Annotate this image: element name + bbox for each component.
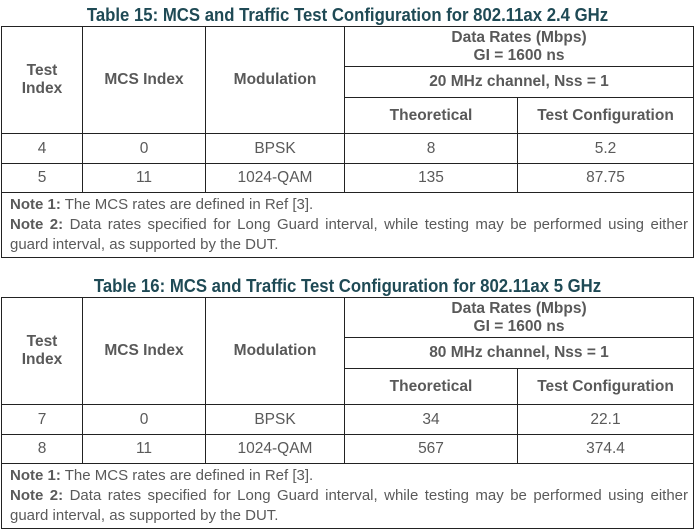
note-label: Note 2: — [10, 216, 64, 233]
header-mcs-index: MCS Index — [82, 26, 206, 134]
header-label: Data Rates (Mbps) — [451, 299, 587, 317]
note: Note 1: The MCS rates are defined in Ref… — [10, 466, 688, 486]
header-test-configuration: Test Configuration — [517, 368, 694, 405]
header-row: 80 MHz channel, Nss = 1 — [2, 337, 694, 369]
note-label: Note 1: — [10, 196, 61, 213]
cell-mcs-index: 0 — [82, 404, 206, 435]
data-table: Test Index MCS Index Modulation Data Rates … — [1, 26, 694, 258]
cell-modulation: 1024-QAM — [205, 434, 345, 464]
header-label: Data Rates (Mbps) — [451, 28, 587, 46]
header-row: 20 MHz channel, Nss = 1 — [2, 66, 694, 98]
table-row: 7 0 BPSK 34 22.1 — [1, 404, 694, 435]
header-label: MCS Index — [104, 342, 184, 359]
header-modulation: Modulation — [205, 297, 345, 405]
header-label: 80 MHz channel, Nss = 1 — [429, 344, 609, 361]
table-block: Table 16: MCS and Traffic Test Configura… — [0, 275, 695, 529]
cell-test-configuration: 22.1 — [517, 404, 694, 435]
header-label: Modulation — [233, 342, 317, 359]
cell-test-index: 5 — [1, 163, 83, 193]
table-block: Table 15: MCS and Traffic Test Configura… — [0, 4, 695, 258]
header-modulation: Modulation — [205, 26, 345, 134]
header-gi: GI = 1600 ns — [473, 317, 565, 335]
notes-cell: Note 1: The MCS rates are defined in Ref… — [1, 192, 694, 258]
header-row: Theoretical Test Configuration — [2, 97, 694, 134]
note-label: Note 1: — [10, 467, 61, 484]
notes-cell: Note 1: The MCS rates are defined in Ref… — [1, 463, 694, 529]
header-mcs-index: MCS Index — [82, 297, 206, 405]
note-text: The MCS rates are defined in Ref [3]. — [60, 467, 314, 484]
notes-row: Note 1: The MCS rates are defined in Ref… — [1, 192, 694, 258]
note-text: The MCS rates are defined in Ref [3]. — [60, 196, 314, 213]
header-test-configuration: Test Configuration — [517, 97, 694, 134]
cell-test-configuration: 374.4 — [517, 434, 694, 464]
header-label: Modulation — [233, 71, 317, 88]
header-label: MCS Index — [104, 71, 184, 88]
table-title: Table 15: MCS and Traffic Test Configura… — [86, 5, 609, 25]
cell-test-index: 8 — [1, 434, 83, 464]
cell-test-index: 7 — [1, 404, 83, 435]
table-row: 5 11 1024-QAM 135 87.75 — [1, 163, 694, 193]
header-label: Test Index — [21, 333, 63, 368]
header-label: 20 MHz channel, Nss = 1 — [429, 73, 609, 90]
cell-theoretical: 34 — [344, 404, 518, 435]
header-gi: GI = 1600 ns — [473, 46, 565, 64]
cell-theoretical: 135 — [344, 163, 518, 193]
table-row: 8 11 1024-QAM 567 374.4 — [1, 434, 694, 464]
cell-test-index: 4 — [1, 133, 83, 164]
header-test-index: Test Index — [1, 26, 83, 134]
cell-modulation: BPSK — [205, 404, 345, 435]
note: Note 2: Data rates specified for Long Gu… — [10, 486, 688, 526]
cell-modulation: BPSK — [205, 133, 345, 164]
header-channel: 20 MHz channel, Nss = 1 — [344, 66, 694, 98]
header-label: Theoretical — [389, 377, 473, 395]
header-test-index: Test Index — [1, 297, 83, 405]
note-text: Data rates specified for Long Guard inte… — [10, 216, 689, 253]
note-text: Data rates specified for Long Guard inte… — [10, 487, 689, 524]
note: Note 2: Data rates specified for Long Gu… — [10, 215, 688, 255]
header-label: Theoretical — [389, 106, 473, 124]
table-row: 4 0 BPSK 8 5.2 — [1, 133, 694, 164]
header-theoretical: Theoretical — [344, 97, 518, 134]
header-label: Test Index — [21, 62, 63, 97]
header-row: Theoretical Test Configuration — [2, 368, 694, 405]
cell-mcs-index: 11 — [82, 163, 206, 193]
table-title: Table 16: MCS and Traffic Test Configura… — [93, 276, 602, 296]
cell-mcs-index: 0 — [82, 133, 206, 164]
cell-test-configuration: 87.75 — [517, 163, 694, 193]
header-row: Test Index MCS Index Modulation Data Rates … — [1, 26, 694, 134]
header-channel: 80 MHz channel, Nss = 1 — [344, 337, 694, 369]
cell-theoretical: 8 — [344, 133, 518, 164]
header-data-rates: Data Rates (Mbps) GI = 1600 ns — [344, 297, 694, 338]
header-theoretical: Theoretical — [344, 368, 518, 405]
data-table: Test Index MCS Index Modulation Data Rates … — [1, 297, 694, 529]
note-label: Note 2: — [10, 487, 64, 504]
notes-row: Note 1: The MCS rates are defined in Ref… — [1, 463, 694, 529]
cell-mcs-index: 11 — [82, 434, 206, 464]
cell-theoretical: 567 — [344, 434, 518, 464]
note: Note 1: The MCS rates are defined in Ref… — [10, 195, 688, 215]
header-row: Test Index MCS Index Modulation Data Rates … — [1, 297, 694, 405]
header-label: Test Configuration — [537, 377, 674, 395]
header-data-rates: Data Rates (Mbps) GI = 1600 ns — [344, 26, 694, 67]
cell-test-configuration: 5.2 — [517, 133, 694, 164]
cell-modulation: 1024-QAM — [205, 163, 345, 193]
header-label: Test Configuration — [537, 106, 674, 124]
